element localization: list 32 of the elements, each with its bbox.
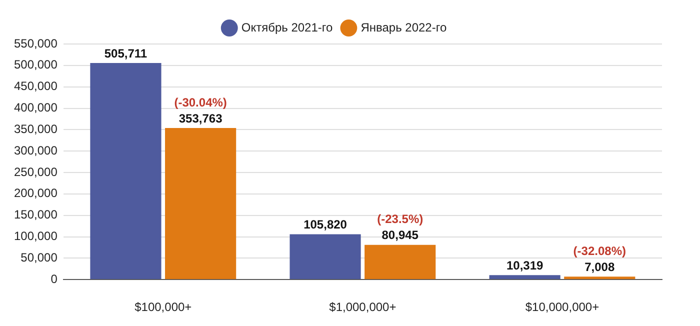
legend-label: Октябрь 2021-го [241,20,334,34]
y-tick-label: 250,000 [14,164,58,179]
annotation: (-30.04%) [174,95,227,110]
data-label: 80,945 [382,228,419,242]
x-tick-label: $1,000,000+ [329,300,396,314]
bar [489,275,560,280]
bar [165,128,236,280]
y-tick-label: 0 [50,272,58,286]
y-tick-label: 50,000 [20,250,58,264]
y-tick-label: 550,000 [14,36,58,50]
y-tick-label: 150,000 [14,208,58,222]
x-tick-label: $10,000,000+ [525,300,600,314]
y-tick-label: 300,000 [14,143,58,158]
bar [290,234,361,280]
annotation: (-32.08%) [573,244,626,258]
y-tick-label: 350,000 [14,122,58,136]
legend-label: Январь 2022-го [360,20,447,34]
y-tick-label: 100,000 [14,229,58,244]
data-label: 505,711 [104,46,148,60]
y-tick-label: 500,000 [14,58,58,72]
data-label: 105,820 [304,218,348,232]
annotation: (-23.5%) [377,212,424,226]
data-label: 7,008 [584,260,615,274]
data-label: 353,763 [178,111,223,126]
y-tick-label: 400,000 [14,100,58,115]
bar [90,62,162,280]
data-label: 10,319 [506,258,544,272]
bar [564,276,636,280]
x-tick-label: $100,000+ [134,300,192,314]
y-tick-label: 200,000 [14,186,58,200]
bar [364,244,436,280]
y-tick-label: 450,000 [14,79,58,94]
